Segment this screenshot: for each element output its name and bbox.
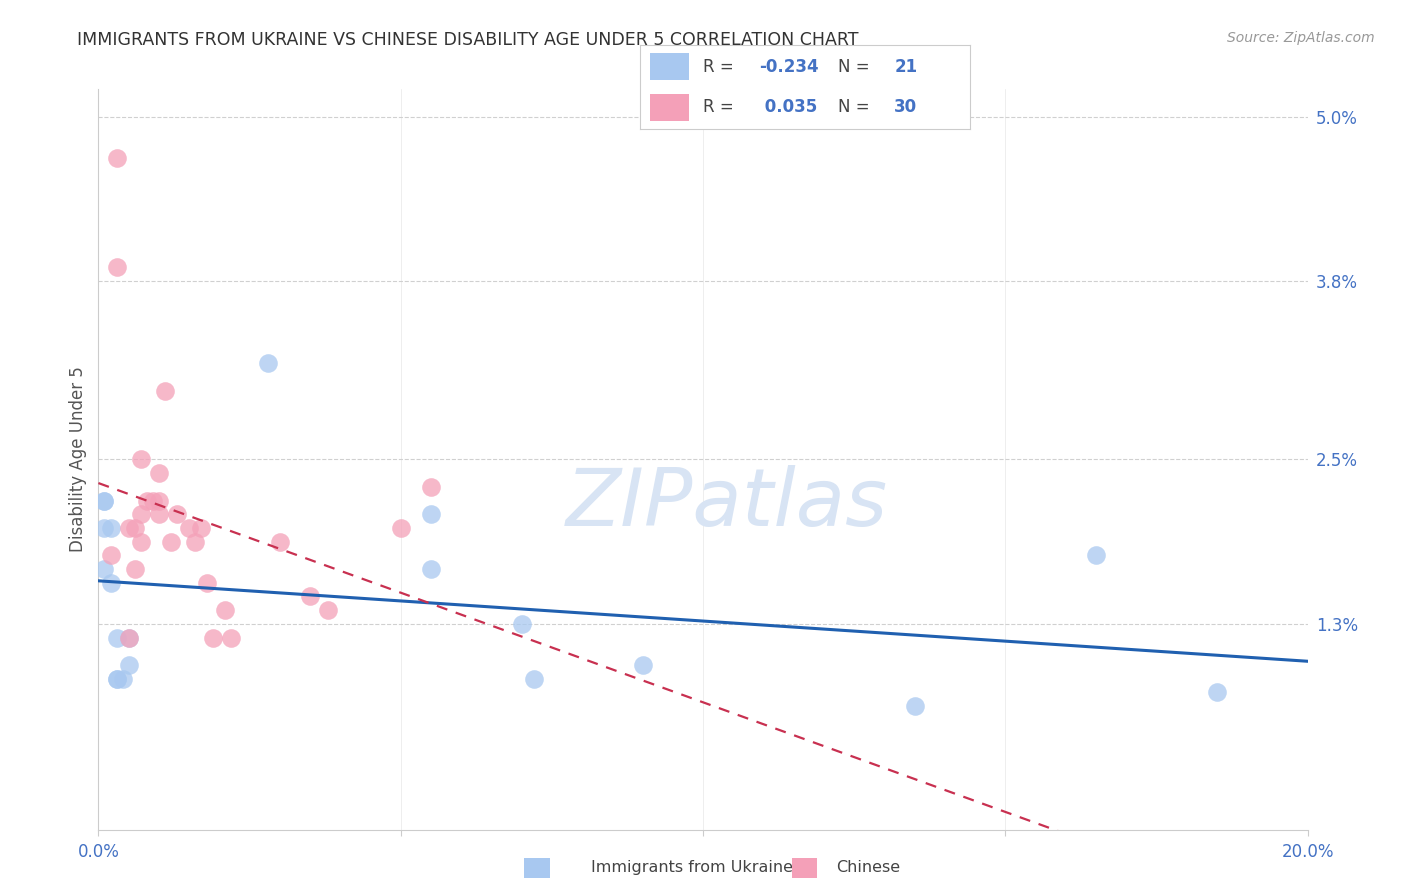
Point (105, 672, 128, 686)
Point (111, 672, 134, 686)
Point (510, 616, 533, 631)
FancyBboxPatch shape (650, 94, 689, 120)
Point (105, 672, 128, 686)
Point (523, 672, 546, 686)
Point (135, 493, 157, 508)
Point (299, 590, 322, 604)
Point (420, 507, 443, 521)
Point (100, 521, 122, 535)
Point (148, 507, 170, 521)
Text: R =: R = (703, 58, 738, 76)
Text: 21: 21 (894, 58, 917, 76)
Point (153, 384, 176, 398)
Point (148, 493, 170, 508)
Point (389, 521, 412, 535)
Point (184, 534, 207, 549)
Point (195, 575, 218, 590)
Point (93, 493, 115, 508)
Point (160, 534, 183, 549)
Text: N =: N = (838, 98, 875, 116)
Text: Immigrants from Ukraine: Immigrants from Ukraine (591, 861, 793, 875)
Point (190, 521, 212, 535)
Point (221, 631, 243, 645)
Point (105, 260, 128, 275)
Point (316, 603, 339, 617)
Point (1085, 549, 1108, 563)
Point (269, 534, 291, 549)
Point (148, 466, 170, 480)
Point (93, 493, 115, 508)
Point (256, 356, 278, 370)
Point (93, 521, 115, 535)
Text: IMMIGRANTS FROM UKRAINE VS CHINESE DISABILITY AGE UNDER 5 CORRELATION CHART: IMMIGRANTS FROM UKRAINE VS CHINESE DISAB… (77, 31, 859, 49)
Point (100, 575, 122, 590)
Point (202, 631, 225, 645)
Text: N =: N = (838, 58, 875, 76)
Point (118, 658, 141, 673)
Point (105, 151, 128, 165)
Point (100, 549, 122, 563)
Point (105, 631, 128, 645)
Y-axis label: Disability Age Under 5: Disability Age Under 5 (69, 367, 87, 552)
Point (214, 603, 236, 617)
Point (142, 493, 165, 508)
Text: 0.035: 0.035 (759, 98, 817, 116)
Point (129, 452, 152, 467)
Point (631, 658, 654, 673)
Point (420, 562, 443, 576)
Point (118, 521, 141, 535)
Text: -0.234: -0.234 (759, 58, 818, 76)
Point (118, 631, 141, 645)
Point (124, 521, 146, 535)
Point (179, 521, 201, 535)
Text: ZIPatlas: ZIPatlas (567, 465, 889, 543)
Text: Chinese: Chinese (837, 861, 901, 875)
Point (420, 480, 443, 494)
Text: R =: R = (703, 98, 738, 116)
Point (129, 507, 152, 521)
Point (166, 507, 188, 521)
FancyBboxPatch shape (650, 54, 689, 80)
Text: Source: ZipAtlas.com: Source: ZipAtlas.com (1227, 31, 1375, 45)
Point (93, 562, 115, 576)
Point (129, 534, 152, 549)
Point (124, 562, 146, 576)
Point (904, 699, 927, 714)
Point (1206, 685, 1229, 699)
Text: 30: 30 (894, 98, 917, 116)
Point (118, 631, 141, 645)
